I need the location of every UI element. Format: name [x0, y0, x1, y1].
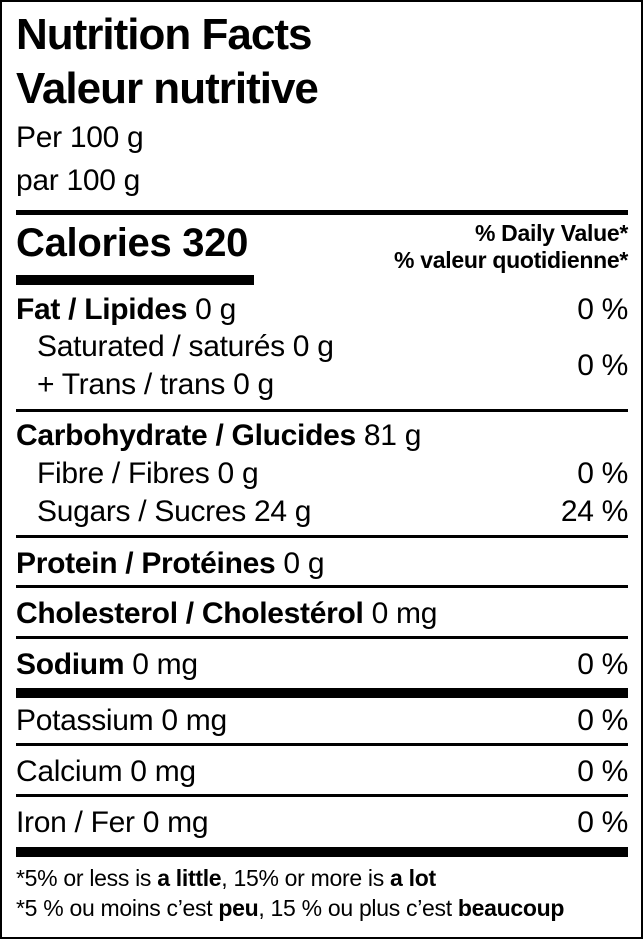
saturated-trans-group: Saturated / saturés 0 g + Trans / trans … [16, 328, 628, 404]
calcium-row: Calcium 0 mg 0 % [16, 754, 628, 790]
calories-underline-bar [16, 275, 254, 285]
sugars-label: Sugars / Sucres 24 g [37, 495, 312, 528]
potassium-row: Potassium 0 mg 0 % [16, 703, 628, 739]
title-french: Valeur nutritive [16, 64, 319, 113]
title-english: Nutrition Facts [16, 10, 312, 59]
cholesterol-label: Cholesterol / Cholestérol 0 mg [16, 597, 438, 630]
daily-value-header-french: % valeur quotidienne* [394, 247, 628, 273]
potassium-daily-value: 0 % [577, 704, 628, 737]
sugars-daily-value: 24 % [560, 495, 628, 528]
iron-daily-value: 0 % [577, 806, 628, 839]
daily-value-header: % Daily Value* % valeur quotidienne* [394, 220, 628, 274]
calories-row: Calories 320 % Daily Value* % valeur quo… [16, 220, 628, 274]
saturated-label: Saturated / saturés 0 g [37, 330, 334, 363]
fat-daily-value: 0 % [577, 293, 628, 326]
divider-thin-4 [16, 636, 628, 639]
fibre-daily-value: 0 % [577, 457, 628, 490]
daily-value-header-english: % Daily Value* [474, 220, 628, 246]
footnote-english: *5% or less is a little, 15% or more is … [16, 865, 436, 891]
divider-thick-2 [16, 847, 628, 857]
divider-thin-6 [16, 794, 628, 797]
divider-thin-2 [16, 535, 628, 538]
protein-label: Protein / Protéines 0 g [16, 547, 325, 580]
calcium-daily-value: 0 % [577, 755, 628, 788]
saturated-trans-labels: Saturated / saturés 0 g + Trans / trans … [16, 328, 334, 404]
fibre-label: Fibre / Fibres 0 g [37, 457, 259, 490]
carbohydrate-label: Carbohydrate / Glucides 81 g [16, 419, 422, 452]
protein-row: Protein / Protéines 0 g [16, 546, 628, 582]
cholesterol-row: Cholesterol / Cholestérol 0 mg [16, 596, 628, 632]
serving-size-english: Per 100 g [16, 121, 144, 154]
sodium-row: Sodium 0 mg 0 % [16, 647, 628, 683]
serving-size-french: par 100 g [16, 164, 141, 197]
divider-medium-top [16, 210, 628, 215]
carbohydrate-row: Carbohydrate / Glucides 81 g [16, 417, 628, 455]
calories-value: Calories 320 [16, 221, 249, 265]
iron-label: Iron / Fer 0 mg [16, 806, 209, 839]
sodium-label: Sodium 0 mg [16, 648, 198, 681]
fat-label: Fat / Lipides 0 g [16, 293, 236, 326]
calcium-label: Calcium 0 mg [16, 755, 196, 788]
footnote-french: *5 % ou moins c’est peu, 15 % ou plus c’… [16, 895, 565, 921]
divider-thin-5 [16, 743, 628, 746]
saturated-trans-daily-value: 0 % [577, 349, 628, 382]
trans-label: + Trans / trans 0 g [37, 368, 274, 401]
fat-row: Fat / Lipides 0 g 0 % [16, 292, 628, 328]
fibre-row: Fibre / Fibres 0 g 0 % [16, 455, 628, 493]
divider-thin-3 [16, 585, 628, 588]
divider-thin-1 [16, 409, 628, 412]
sugars-row: Sugars / Sucres 24 g 24 % [16, 493, 628, 531]
sodium-daily-value: 0 % [577, 648, 628, 681]
iron-row: Iron / Fer 0 mg 0 % [16, 805, 628, 841]
potassium-label: Potassium 0 mg [16, 704, 227, 737]
divider-thick-1 [16, 688, 628, 698]
